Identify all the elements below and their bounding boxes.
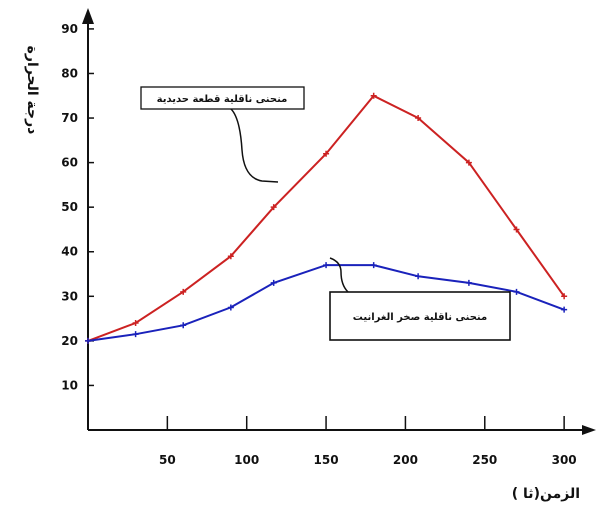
x-tick-label: 100 (234, 453, 259, 467)
axes (82, 8, 596, 435)
series-point (323, 262, 330, 269)
callout-granite-label: منحنى ناقلية صخر الغرانيت (353, 312, 487, 323)
y-tick-label: 20 (61, 334, 78, 348)
series-point (561, 306, 568, 313)
y-tick-label: 10 (61, 378, 78, 392)
series-lines (85, 92, 568, 344)
callout-iron-box (140, 86, 305, 110)
series-point (85, 337, 91, 344)
x-tick-label: 150 (314, 453, 339, 467)
series-point (270, 204, 277, 211)
series-point (513, 288, 520, 295)
x-tick-label: 50 (159, 453, 176, 467)
y-tick-label: 50 (61, 200, 78, 214)
callout-iron-label: منحنى ناقلية قطعة حديدية (157, 94, 288, 105)
x-tick-label: 300 (552, 453, 577, 467)
series-point (132, 320, 139, 327)
series-point (227, 304, 234, 311)
series-point (465, 159, 472, 166)
y-ticks: 10 20 30 40 50 60 70 80 90 (61, 22, 94, 392)
callout-iron: منحنى ناقلية قطعة حديدية (140, 86, 305, 183)
y-tick-label: 40 (61, 245, 78, 259)
series-point (227, 253, 234, 260)
y-tick-label: 30 (61, 289, 78, 303)
series-point (323, 150, 330, 157)
series-point (370, 262, 377, 269)
y-axis-title: درجة الحرارة (24, 46, 40, 135)
series-point (270, 279, 277, 286)
x-tick-label: 250 (472, 453, 497, 467)
series-point (415, 115, 422, 122)
y-tick-label: 80 (61, 66, 78, 80)
series-point (465, 279, 472, 286)
x-tick-label: 200 (393, 453, 418, 467)
callout-iron-leader (230, 108, 279, 183)
series-point (180, 288, 187, 295)
series-point (180, 322, 187, 329)
y-tick-label: 70 (61, 111, 78, 125)
series-point (415, 273, 422, 280)
y-tick-label: 90 (61, 22, 78, 36)
callout-granite-leader (329, 257, 349, 293)
series-point (561, 293, 568, 300)
x-axis-arrow-icon (582, 425, 596, 435)
series-point (513, 226, 520, 233)
callout-granite: منحنى ناقلية صخر الغرانيت (329, 257, 511, 341)
callout-granite-box (329, 291, 511, 341)
x-axis-title: الزمن(ثا ) (512, 486, 580, 502)
series-point (132, 331, 139, 338)
x-ticks: 50 100 150 200 250 300 (159, 416, 577, 467)
y-tick-label: 60 (61, 156, 78, 170)
series-point (370, 92, 377, 99)
y-axis-arrow-icon (82, 8, 94, 24)
